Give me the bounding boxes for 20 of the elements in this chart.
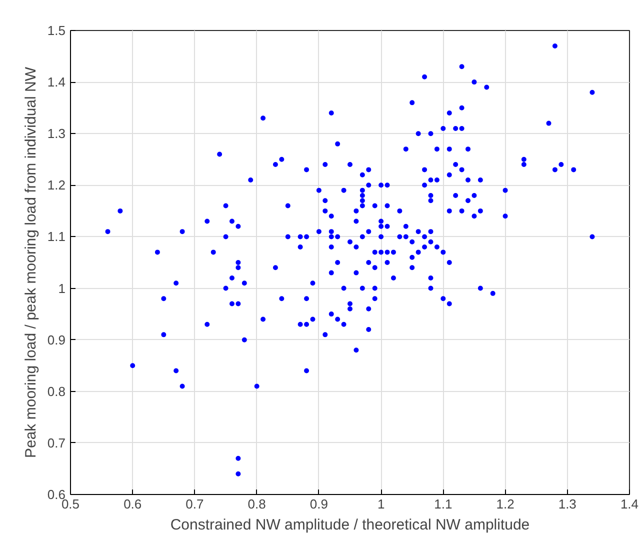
x-tick-label: 1.3 [558,496,576,512]
x-tick-label: 1.1 [434,496,452,512]
y-tick-label: 1.4 [47,74,66,90]
x-tick-label: 1 [377,496,385,512]
x-tick-label: 0.8 [248,496,266,512]
x-tick-label: 0.9 [310,496,328,512]
y-tick-label: 1.1 [47,229,66,244]
x-axis-title: Constrained NW amplitude / theoretical NW amplitude [170,516,530,534]
x-tick-label: 1.2 [496,496,514,512]
y-tick-label: 1.5 [47,23,66,38]
x-tick-label: 0.7 [186,496,204,512]
y-tick-label: 0.8 [47,384,66,399]
x-tick-label: 0.6 [124,496,142,512]
y-tick-label: 0.7 [47,435,66,450]
x-tick-label: 1.4 [620,496,639,512]
y-tick-label: 1.3 [47,126,66,142]
y-tick-label: 0.9 [47,332,66,348]
y-axis-title: Peak mooring load / peak mooring load from individual NW [22,66,40,458]
y-tick-label: 1 [58,280,66,296]
y-tick-label: 1.2 [47,178,66,193]
